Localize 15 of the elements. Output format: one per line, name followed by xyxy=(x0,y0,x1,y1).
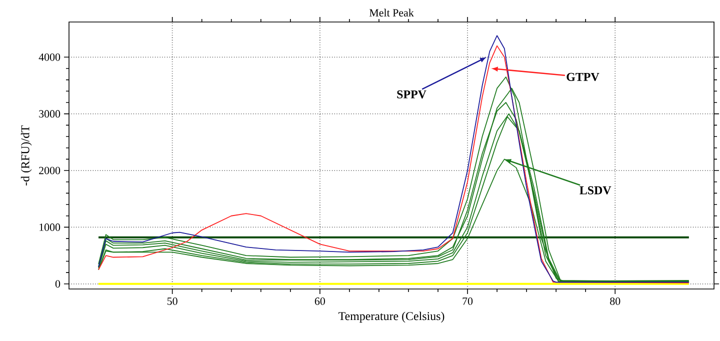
y-tick-label: 4000 xyxy=(38,53,60,61)
annotation: SPPV xyxy=(397,90,426,98)
x-tick-label: 80 xyxy=(610,298,620,305)
annotation: LSDV xyxy=(580,186,612,194)
y-axis-title: -d (RFU)/dT xyxy=(20,125,32,186)
x-tick-label: 60 xyxy=(314,298,325,305)
x-tick-label: 70 xyxy=(462,298,473,305)
x-tick-label: 50 xyxy=(167,298,178,305)
annotation: GTPV xyxy=(566,72,600,82)
y-tick-label: 1000 xyxy=(40,224,60,231)
y-tick-label: 2000 xyxy=(39,166,60,174)
y-tick-label: 3000 xyxy=(39,110,60,118)
chart-title: Melt Peak xyxy=(369,8,414,16)
x-axis-title: Temperature (Celsius) xyxy=(338,312,444,323)
y-tick-label: 0 xyxy=(55,280,60,288)
